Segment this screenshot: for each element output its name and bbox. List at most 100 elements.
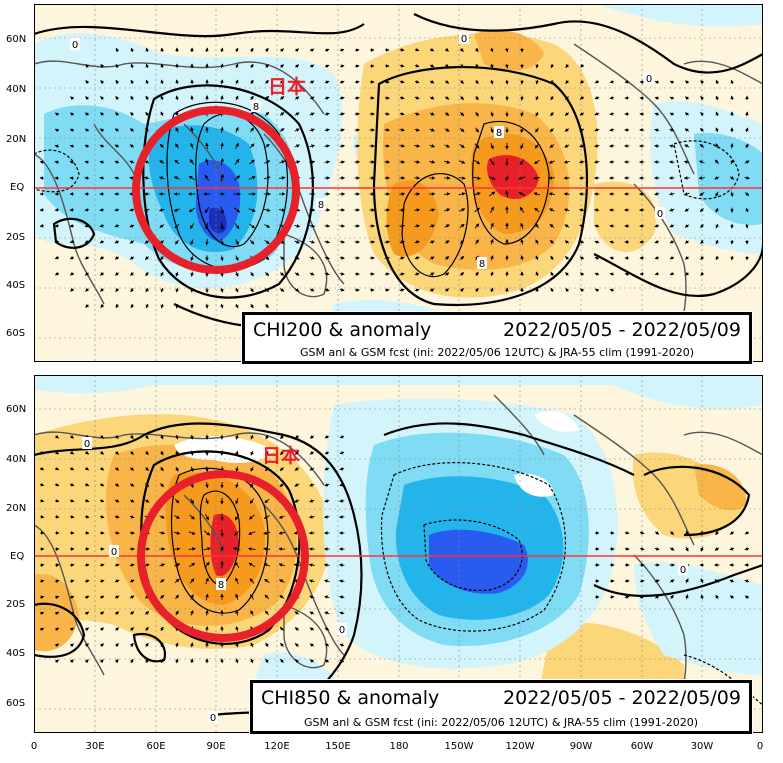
wind-vector xyxy=(189,159,195,165)
wind-vector xyxy=(639,579,645,583)
wind-vector xyxy=(564,240,570,244)
wind-vector xyxy=(474,287,479,293)
wind-vector xyxy=(324,256,330,260)
wind-vector xyxy=(715,127,719,133)
wind-vector xyxy=(414,272,420,276)
wind-vector xyxy=(85,64,90,68)
wind-vector xyxy=(160,626,164,632)
wind-vector xyxy=(99,176,105,180)
wind-vector xyxy=(670,594,674,599)
wind-vector xyxy=(654,255,660,260)
wind-vector xyxy=(324,48,330,53)
wind-vector xyxy=(339,563,345,567)
wind-vector xyxy=(489,158,495,166)
wind-vector xyxy=(384,224,390,228)
wind-vector xyxy=(220,238,224,246)
wind-vector xyxy=(745,127,749,133)
wind-vector xyxy=(40,595,45,600)
wind-vector xyxy=(430,47,435,52)
wind-vector xyxy=(594,240,600,244)
wind-vector xyxy=(264,578,270,584)
wind-vector xyxy=(444,192,451,196)
wind-vector xyxy=(520,255,524,261)
wind-vector xyxy=(84,515,90,519)
wind-vector xyxy=(564,128,570,132)
wind-vector xyxy=(429,80,435,84)
wind-vector xyxy=(235,271,239,277)
wind-vector xyxy=(265,47,269,52)
wind-vector xyxy=(414,256,420,260)
lon-label: 0 xyxy=(30,741,38,752)
wind-vector xyxy=(54,579,60,584)
wind-vector xyxy=(444,240,450,244)
wind-vector xyxy=(294,96,300,100)
wind-vector xyxy=(160,255,164,261)
wind-vector xyxy=(489,63,494,69)
wind-vector xyxy=(459,160,466,164)
wind-vector xyxy=(339,499,345,503)
wind-vector xyxy=(279,160,286,164)
wind-vector xyxy=(234,158,240,166)
wind-vector xyxy=(115,288,120,292)
wind-vector xyxy=(234,63,239,69)
wind-vector xyxy=(429,112,435,116)
wind-vector xyxy=(160,287,164,293)
wind-vector xyxy=(460,96,464,101)
wind-vector xyxy=(129,435,134,440)
wind-vector xyxy=(414,240,420,244)
wind-vector xyxy=(715,530,719,536)
wind-vector xyxy=(280,642,284,647)
wind-vector xyxy=(324,579,330,583)
wind-vector xyxy=(730,159,734,165)
wind-vector xyxy=(400,48,405,52)
wind-vector xyxy=(40,450,45,455)
wind-vector xyxy=(130,642,134,647)
wind-vector xyxy=(100,288,104,292)
wind-vector xyxy=(220,174,224,182)
wind-vector xyxy=(189,562,196,568)
wind-vector xyxy=(339,48,345,53)
wind-vector xyxy=(324,627,330,631)
contours xyxy=(34,13,763,329)
map-panel-chi850: 0 0 8 0 0 0 xyxy=(34,375,763,733)
contour-label: 8 xyxy=(253,102,259,113)
wind-vector xyxy=(414,63,420,68)
wind-vector xyxy=(159,579,165,583)
wind-vector xyxy=(698,160,705,164)
wind-vector xyxy=(745,191,750,197)
wind-vector xyxy=(115,451,119,455)
wind-vector xyxy=(594,288,599,293)
wind-vector xyxy=(339,611,345,615)
wind-vector xyxy=(69,563,75,567)
wind-vector xyxy=(685,80,689,85)
wind-vector xyxy=(459,223,465,229)
wind-vector xyxy=(429,288,435,292)
wind-vector xyxy=(654,112,660,116)
wind-vector xyxy=(114,499,120,503)
wind-vector xyxy=(309,643,315,647)
wind-vector xyxy=(460,80,464,85)
wind-vector xyxy=(534,159,540,165)
panel-subtitle: GSM anl & GSM fcst (ini: 2022/05/06 12UT… xyxy=(303,716,699,729)
wind-vector xyxy=(715,95,720,100)
wind-vector xyxy=(70,450,75,455)
contour-label: 0 xyxy=(339,625,345,636)
wind-vector xyxy=(189,223,195,229)
wind-vector xyxy=(533,192,541,196)
wind-vector xyxy=(505,175,509,181)
wind-vector xyxy=(295,659,299,663)
wind-vector xyxy=(250,127,254,133)
wind-vector xyxy=(700,594,704,600)
wind-vector xyxy=(685,271,689,276)
wind-vector xyxy=(69,112,74,117)
wind-vector xyxy=(563,160,570,164)
wind-vector xyxy=(190,126,194,133)
lat-label: 20S xyxy=(6,599,26,610)
wind-vector xyxy=(309,451,315,455)
wind-vector xyxy=(203,530,211,536)
wind-vector xyxy=(55,643,60,648)
wind-vector xyxy=(339,112,345,116)
wind-vector xyxy=(324,467,330,471)
wind-vector xyxy=(324,643,330,647)
wind-vector xyxy=(265,63,269,68)
